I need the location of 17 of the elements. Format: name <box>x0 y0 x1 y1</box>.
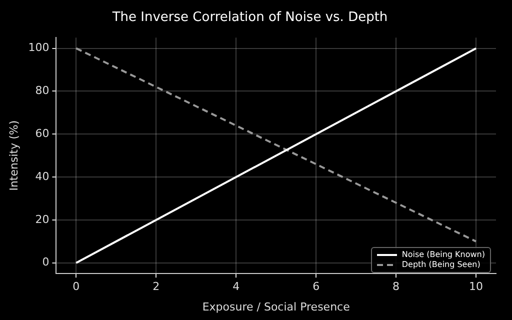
x-tick-label: 10 <box>469 280 484 294</box>
x-tick-label: 8 <box>392 280 400 294</box>
y-tick-label: 20 <box>35 212 50 226</box>
y-tick-label: 100 <box>28 41 50 54</box>
y-tick-label: 60 <box>35 127 50 140</box>
legend-label: Noise (Being Known) <box>402 250 485 260</box>
y-axis-title: Intensity (%) <box>7 120 20 191</box>
y-tick-label: 0 <box>42 256 50 269</box>
x-tick-label: 4 <box>232 280 240 294</box>
legend-label: Depth (Being Seen) <box>402 260 480 270</box>
chart-title: The Inverse Correlation of Noise vs. Depth <box>111 10 388 26</box>
x-tick-label: 6 <box>312 280 320 294</box>
y-tick-label: 40 <box>35 170 50 183</box>
x-tick-label: 0 <box>72 280 80 294</box>
x-axis-title: Exposure / Social Presence <box>202 300 350 314</box>
x-tick-label: 2 <box>152 280 160 294</box>
y-tick-label: 80 <box>35 84 50 98</box>
